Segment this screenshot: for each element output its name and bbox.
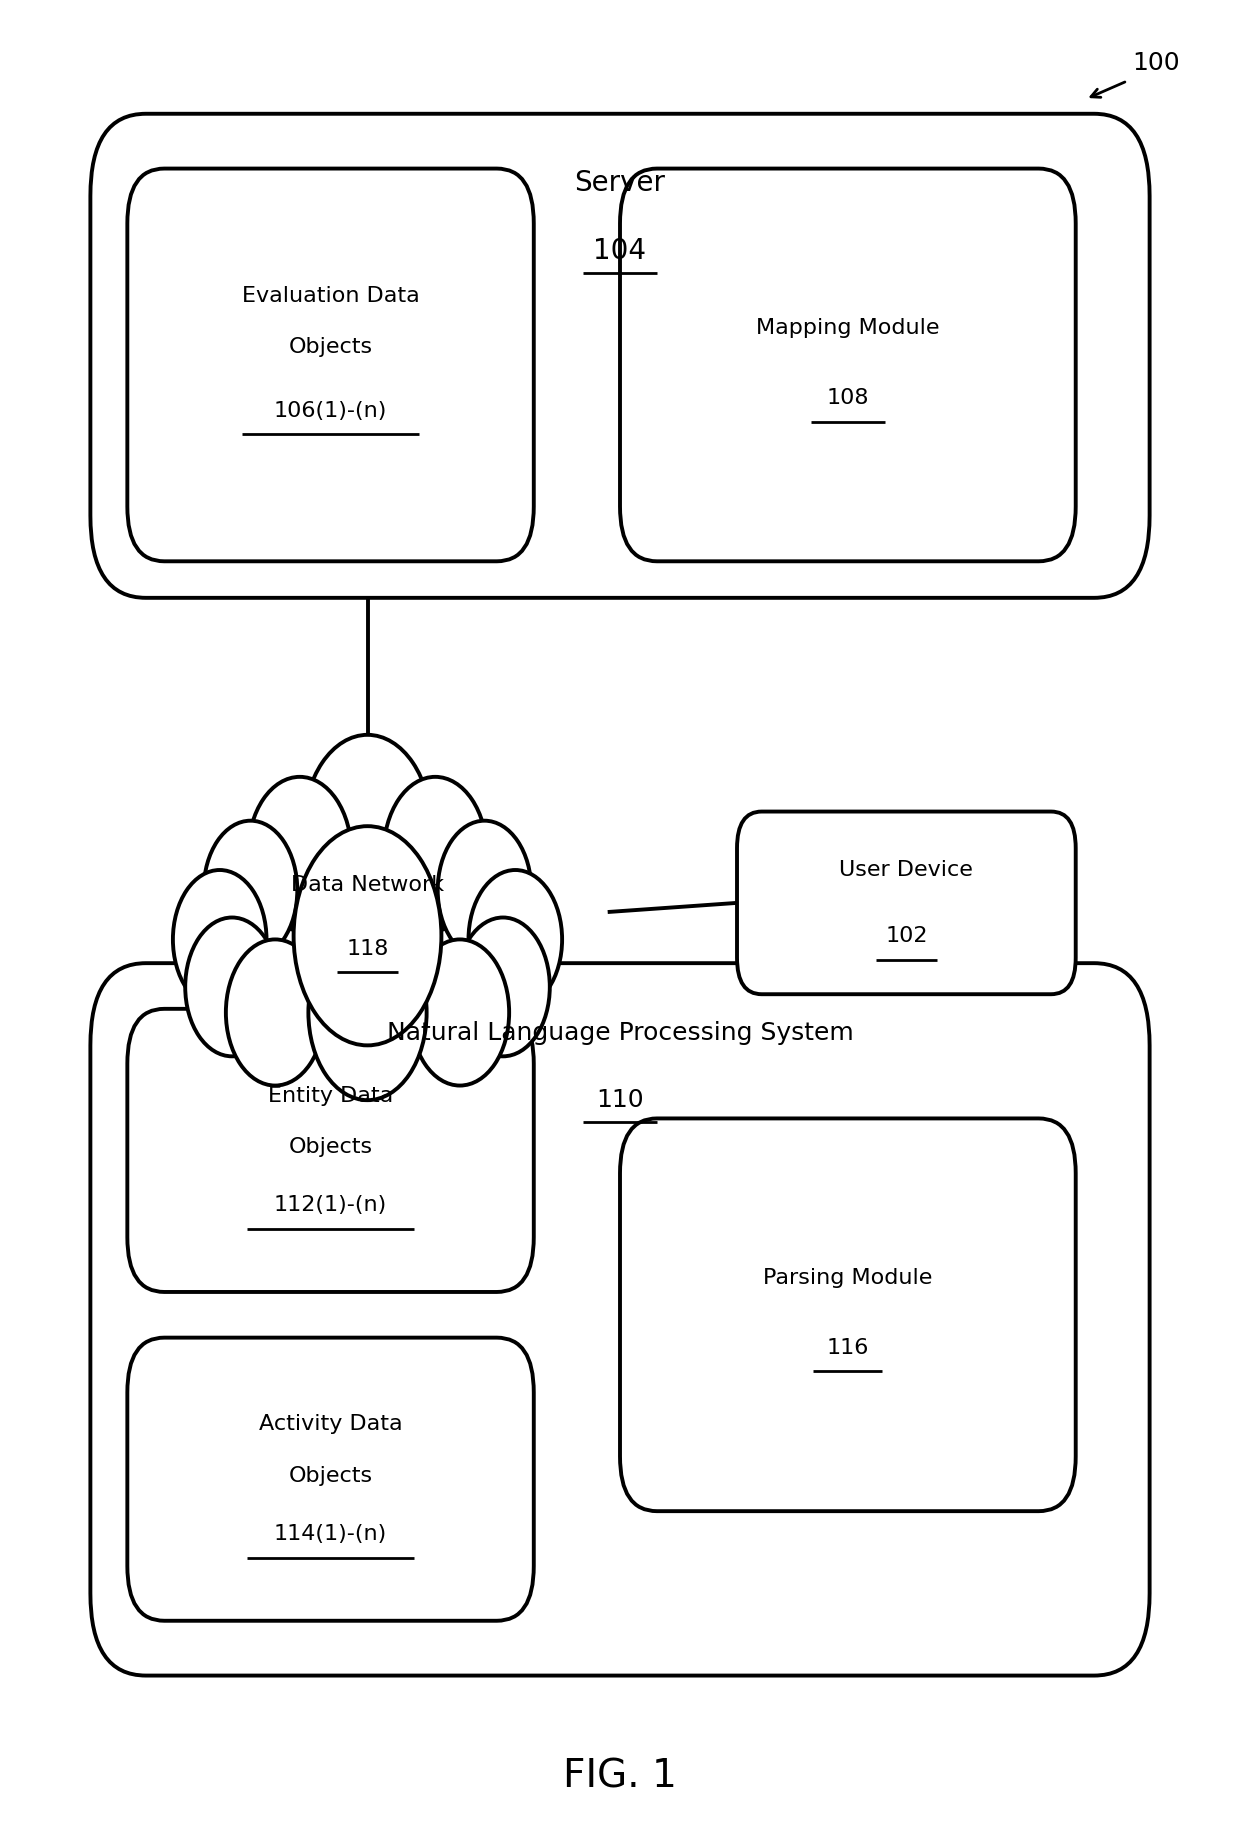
Text: 112(1)-(n): 112(1)-(n) [274,1195,387,1215]
Circle shape [248,776,351,930]
Circle shape [248,776,351,930]
Circle shape [410,940,510,1086]
Circle shape [309,925,427,1101]
Circle shape [469,870,562,1009]
Circle shape [304,734,432,925]
Text: Objects: Objects [289,1466,373,1486]
FancyBboxPatch shape [128,1009,533,1292]
Text: Natural Language Processing System: Natural Language Processing System [387,1020,853,1044]
Text: 116: 116 [827,1338,869,1358]
Circle shape [203,820,298,960]
Text: 100: 100 [1132,51,1179,75]
Circle shape [383,776,487,930]
Text: Objects: Objects [289,1136,373,1156]
Text: 108: 108 [827,387,869,407]
Text: Entity Data: Entity Data [268,1086,393,1107]
Text: 102: 102 [885,927,928,945]
FancyBboxPatch shape [91,114,1149,598]
Circle shape [172,870,267,1009]
Circle shape [294,826,441,1046]
Circle shape [469,870,562,1009]
Text: Parsing Module: Parsing Module [763,1268,932,1288]
Circle shape [309,925,427,1101]
Circle shape [456,918,549,1057]
Circle shape [203,820,298,960]
Text: 110: 110 [596,1088,644,1112]
Circle shape [185,918,279,1057]
FancyBboxPatch shape [128,1338,533,1620]
Text: Data Network: Data Network [291,875,444,895]
Circle shape [185,918,279,1057]
Text: Activity Data: Activity Data [259,1415,402,1435]
Text: FIG. 1: FIG. 1 [563,1758,677,1795]
Text: 118: 118 [346,938,388,958]
Text: Objects: Objects [289,336,373,356]
Text: 114(1)-(n): 114(1)-(n) [274,1525,387,1543]
Circle shape [438,820,531,960]
Circle shape [226,940,325,1086]
FancyBboxPatch shape [91,963,1149,1675]
Circle shape [383,776,487,930]
Circle shape [226,940,325,1086]
FancyBboxPatch shape [620,1119,1076,1512]
Circle shape [410,940,510,1086]
Circle shape [438,820,531,960]
Text: User Device: User Device [839,861,973,881]
Circle shape [304,734,432,925]
Circle shape [172,870,267,1009]
Circle shape [456,918,549,1057]
FancyBboxPatch shape [620,169,1076,562]
Text: 106(1)-(n): 106(1)-(n) [274,400,387,420]
Text: Mapping Module: Mapping Module [756,319,940,338]
FancyBboxPatch shape [737,811,1076,995]
Text: 104: 104 [594,237,646,264]
FancyBboxPatch shape [128,169,533,562]
Text: Evaluation Data: Evaluation Data [242,286,419,305]
Circle shape [294,826,441,1046]
Text: Server: Server [574,169,666,196]
